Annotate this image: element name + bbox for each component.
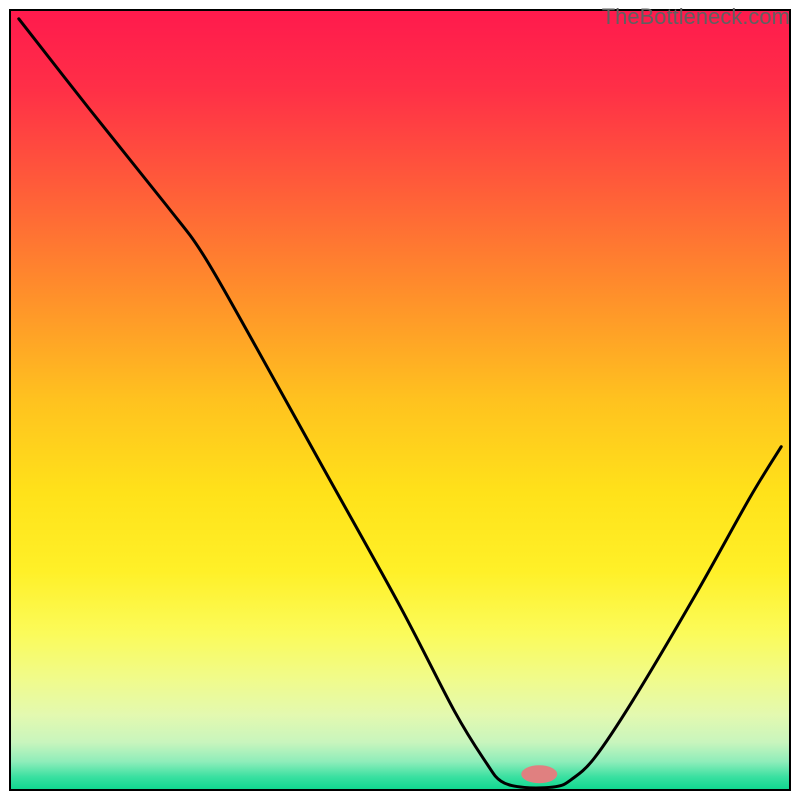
- gradient-background: [11, 11, 789, 789]
- chart-svg: [0, 0, 800, 800]
- minimum-marker: [521, 765, 557, 783]
- watermark-label: TheBottleneck.com: [602, 4, 790, 30]
- chart-container: TheBottleneck.com: [0, 0, 800, 800]
